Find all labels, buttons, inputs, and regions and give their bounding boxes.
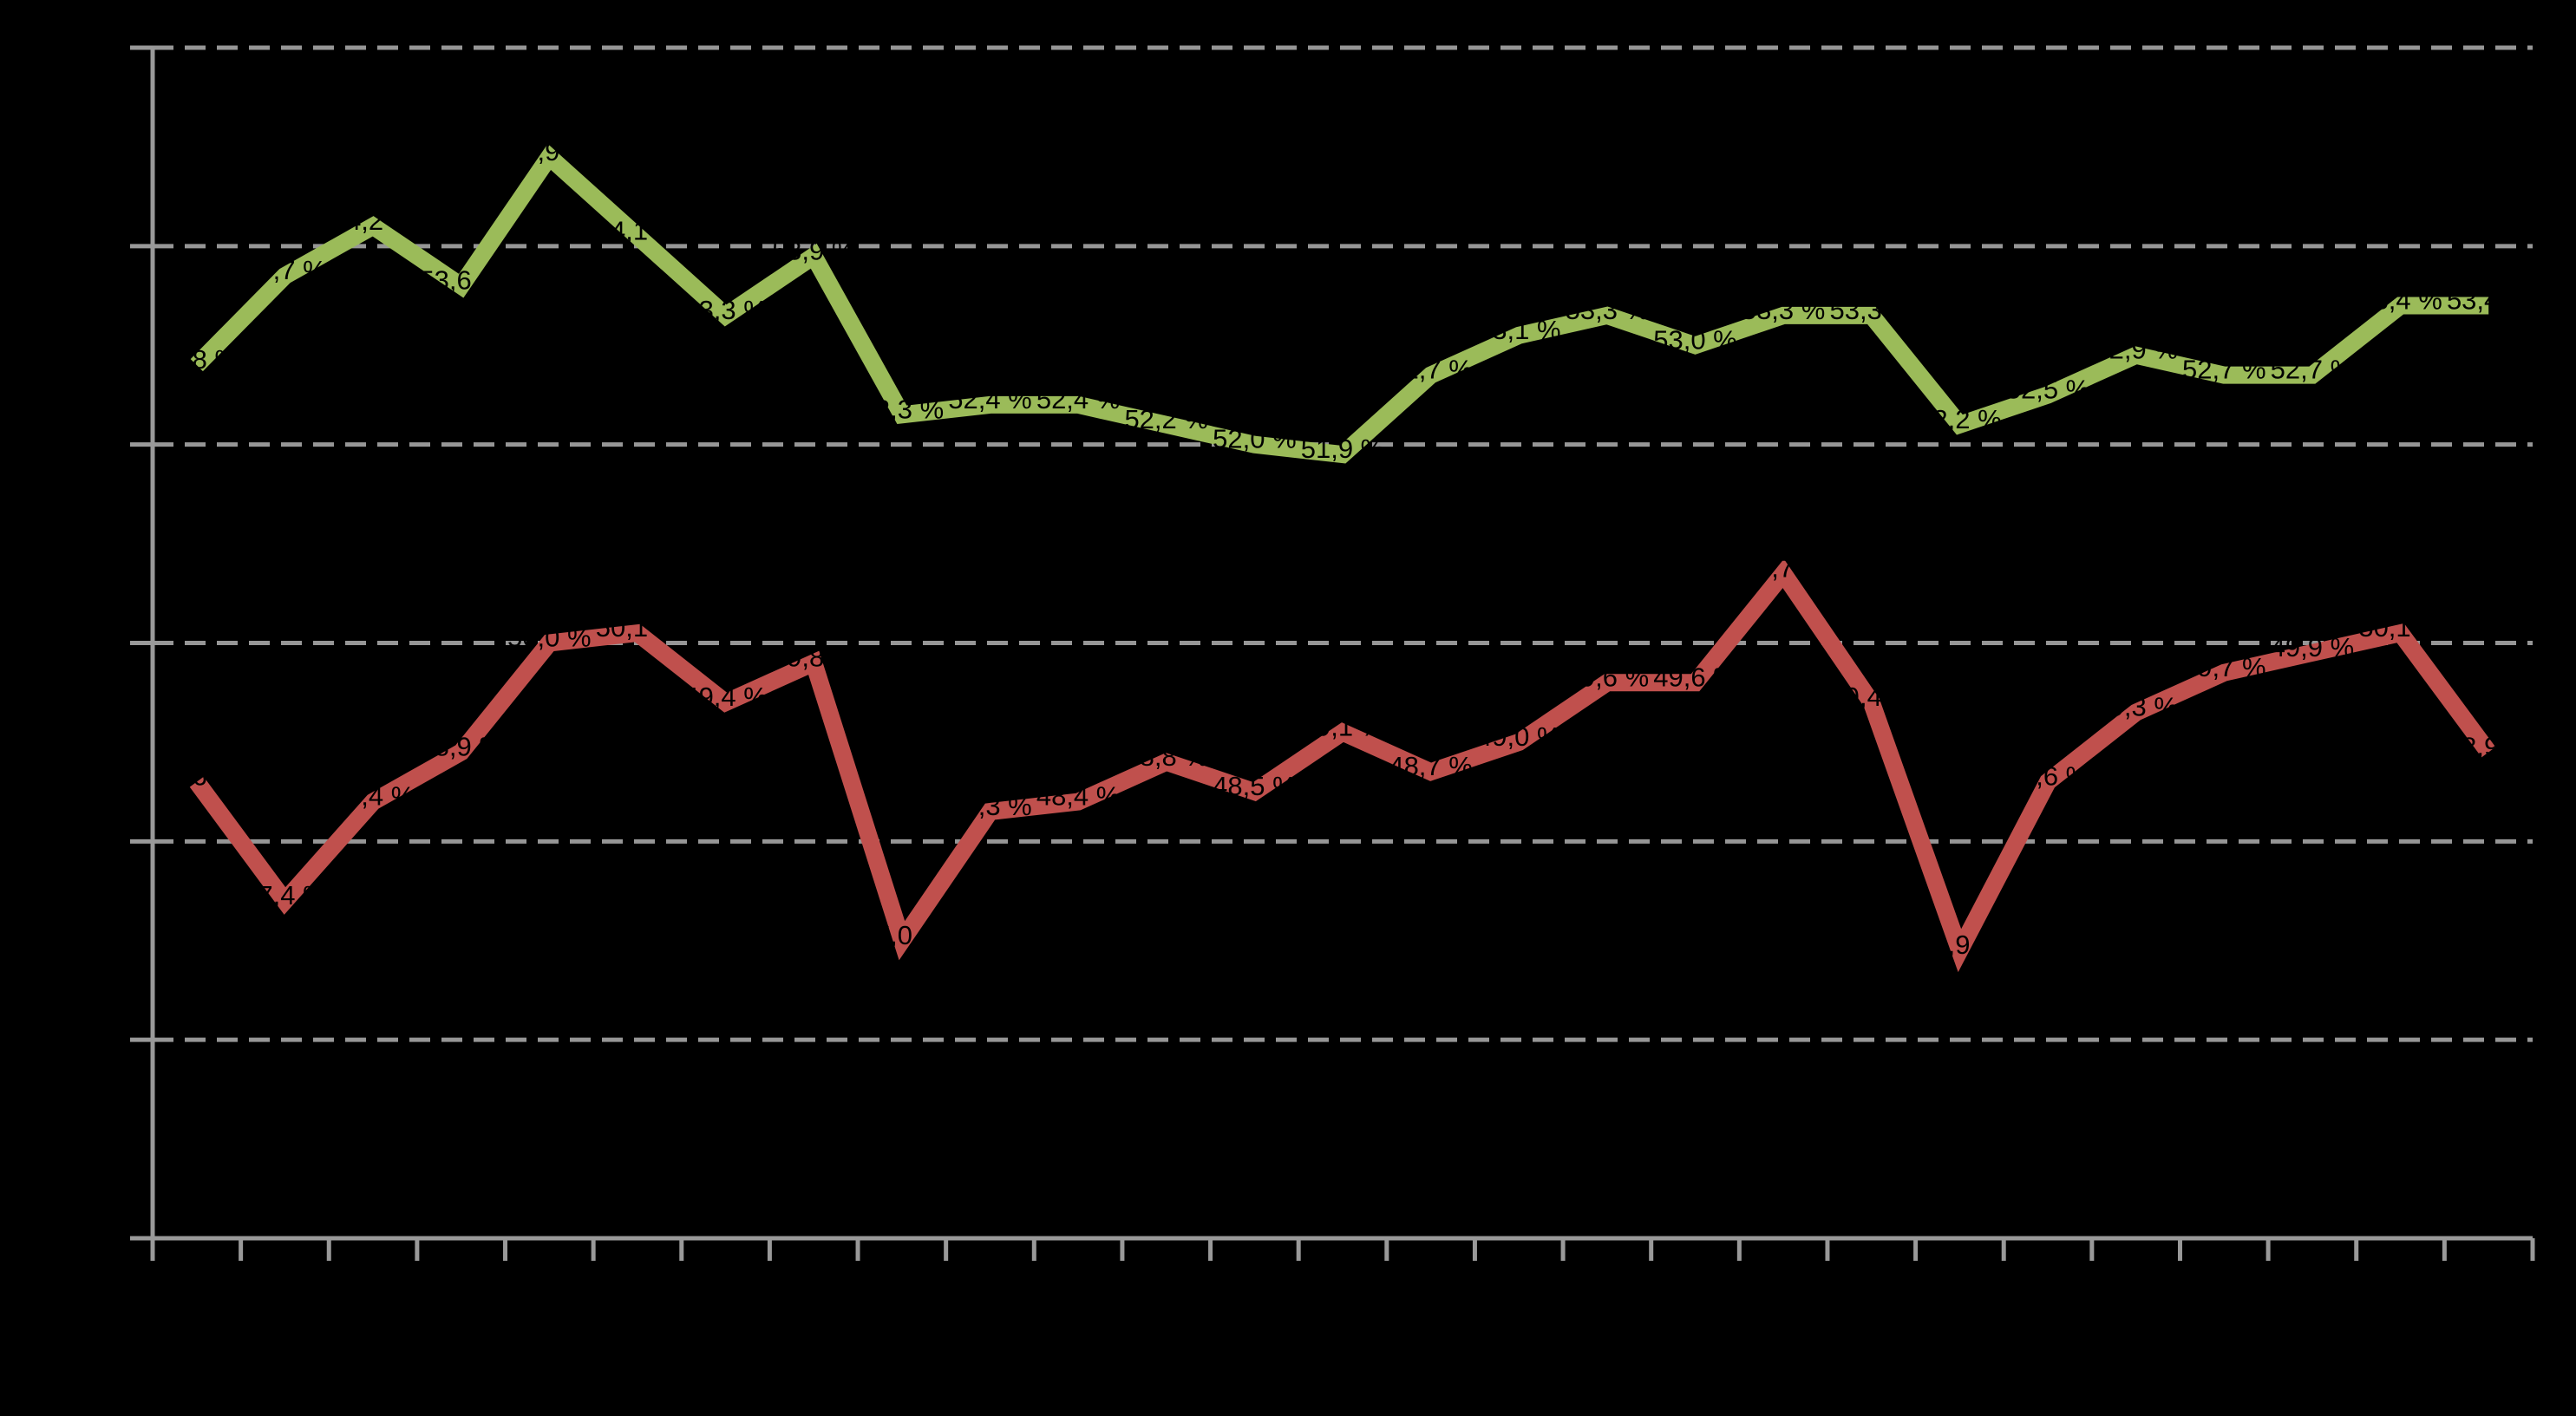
series-green-data-label: 52,7 %	[2271, 355, 2355, 385]
series-green-data-label: 53,3 %	[1742, 295, 1826, 325]
series-red-data-label: 48,6 %	[155, 761, 239, 792]
series-red-data-label: 49,6 %	[1566, 662, 1650, 692]
series-green-data-label: 52,5 %	[2006, 375, 2090, 405]
series-red-data-label: 48,3 %	[948, 791, 1032, 821]
series-red-data-label: 49,0 %	[1477, 721, 1561, 752]
series-red-data-label: 47,0 %	[860, 920, 945, 950]
series-red-data-label: 50,1 %	[596, 612, 680, 643]
series-green-data-label: 54,9 %	[507, 136, 592, 166]
series-red-data-label: 48,9 %	[419, 731, 503, 761]
series-green-data-label: 52,4 %	[1036, 384, 1121, 414]
series-green-data-label: 52,7 %	[1389, 355, 1473, 385]
series-red-line	[189, 558, 2496, 973]
series-green-data-label: 52,9 %	[2094, 335, 2178, 365]
series-red-data-label: 49,6 %	[1653, 662, 1737, 692]
series-green-data-label: 53,3 %	[1566, 295, 1650, 325]
series-green-data-label: 53,1 %	[1477, 315, 1561, 345]
series-red-data-label: 50,1 %	[2358, 612, 2442, 643]
series-green-data-label: 52,7 %	[2182, 355, 2266, 385]
series-green-data-label: 54,1 %	[596, 215, 680, 245]
series-green-data-label: 53,9 %	[772, 235, 856, 265]
series-red-data-label: 49,4 %	[1830, 682, 1914, 712]
axes	[130, 45, 2535, 1261]
series-red-data-label: 46,9 %	[1918, 930, 2002, 960]
series-green-data-label: 53,7 %	[243, 255, 327, 285]
series-red-data-label: 50,7 %	[1742, 552, 1826, 583]
series-red-data-label: 49,7 %	[2182, 652, 2266, 682]
series-green-data-label: 53,3 %	[1830, 295, 1914, 325]
series-red-data-label: 49,1 %	[1301, 712, 1385, 742]
data-labels: 52,8 % 53,7 %54,2 %53,6 % 54,9 % 54,1 % 53,3…	[155, 136, 2531, 960]
series-red-data-label: 49,4 %	[683, 682, 768, 712]
series-red-data-label: 48,4 %	[1036, 781, 1121, 812]
series-red-data-label: 48,7 %	[1389, 751, 1473, 781]
series-green-data-label: 52,3 %	[860, 394, 945, 424]
series-red-data-label: 50,0 %	[507, 623, 592, 653]
series-green-data-label: 53,4 %	[2358, 285, 2442, 316]
series-green-data-label: 52,2 %	[1918, 404, 2002, 434]
series-red-data-label: 49,8 %	[772, 642, 856, 672]
series-green-data-label: 51,9 %	[1301, 434, 1385, 464]
series-red-data-label: 49,3 %	[2094, 692, 2178, 722]
series-red-data-label: 48,5 %	[1213, 771, 1297, 801]
series-red-data-label: 49,9 %	[2271, 632, 2355, 662]
series-red-data-label: 48,6 %	[2006, 761, 2090, 792]
series-green-data-label: 54,2 %	[331, 206, 415, 236]
series-green-data-label: 53,0 %	[1653, 324, 1737, 355]
series-green-data-label: 53,4 %	[2447, 285, 2531, 316]
series-green-line	[190, 143, 2489, 464]
series-red-data-label: 48,8 %	[1124, 741, 1208, 772]
series-green-data-label: 52,0 %	[1213, 424, 1297, 454]
series-red-data-label: 48,9 %	[2447, 731, 2531, 761]
series-green-data-label: 52,8 %	[155, 344, 239, 375]
series-lines	[189, 143, 2496, 973]
gridlines	[153, 45, 2533, 1042]
series-red-data-label: 48,4 %	[331, 781, 415, 812]
series-green-data-label: 52,2 %	[1124, 404, 1208, 434]
series-red-data-label: 47,4 %	[243, 880, 327, 910]
series-green-data-label: 53,6 %	[419, 265, 503, 296]
series-green-data-label: 52,4 %	[948, 384, 1032, 414]
series-green-data-label: 53,3 %	[683, 295, 768, 325]
